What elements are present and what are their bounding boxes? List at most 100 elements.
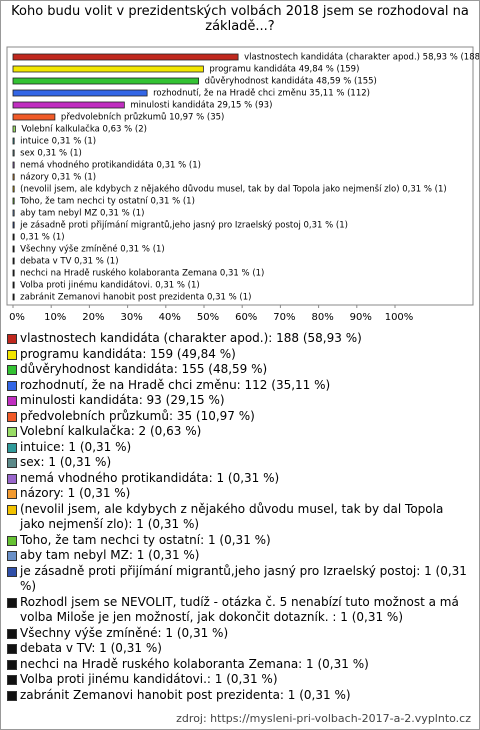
legend-swatch xyxy=(7,504,17,515)
bar xyxy=(12,281,15,289)
legend-label: programu kandidáta: 159 (49,84 %) xyxy=(20,346,236,361)
legend-swatch xyxy=(7,411,17,422)
bar-label: předvolebních průzkumů 10,97 % (35) xyxy=(61,112,224,123)
legend-item: zabránit Zemanovi hanobit post prezident… xyxy=(7,688,469,704)
legend-item: intuice: 1 (0,31 %) xyxy=(7,440,469,456)
legend-label: názory: 1 (0,31 %) xyxy=(20,486,131,500)
bar-label: aby tam nebyl MZ 0,31 % (1) xyxy=(20,209,144,219)
legend-label: předvolebních průzkumů: 35 (10,97 %) xyxy=(20,408,255,423)
legend-label: Volba proti jinému kandidátovi.: 1 (0,31… xyxy=(20,672,278,686)
x-tick-label: 10% xyxy=(44,312,66,323)
bar-label: rozhodnutí, že na Hradě chci změnu 35,11… xyxy=(153,89,370,99)
bar-label: důvěryhodnost kandidáta 48,59 % (155) xyxy=(205,76,377,87)
bar xyxy=(12,53,239,61)
bar xyxy=(12,101,125,109)
bar-label: zabránit Zemanovi hanobit post prezident… xyxy=(20,293,251,303)
legend-item: programu kandidáta: 159 (49,84 %) xyxy=(7,347,469,363)
legend-item: aby tam nebyl MZ: 1 (0,31 %) xyxy=(7,548,469,564)
legend-label: (nevolil jsem, ale kdybych z nějakého dů… xyxy=(20,501,444,532)
legend-swatch xyxy=(7,690,17,701)
legend-item: důvěryhodnost kandidáta: 155 (48,59 %) xyxy=(7,362,469,378)
bar-label: Volební kalkulačka 0,63 % (2) xyxy=(21,124,147,135)
legend-swatch xyxy=(7,489,17,499)
bar-label: vlastnostech kandidáta (charakter apod.)… xyxy=(244,53,479,63)
bar xyxy=(12,65,204,73)
legend-swatch xyxy=(7,644,17,654)
source: zdroj: https://mysleni-pri-volbach-2017-… xyxy=(176,712,471,725)
legend-swatch xyxy=(7,675,17,685)
bar xyxy=(12,113,56,121)
legend-label: intuice: 1 (0,31 %) xyxy=(20,439,132,454)
chart-title: Koho budu volit v prezidentských volbách… xyxy=(11,4,469,34)
legend-swatch xyxy=(7,473,17,484)
bar xyxy=(12,161,15,169)
legend-item: sex: 1 (0,31 %) xyxy=(7,455,469,471)
legend-label: vlastnostech kandidáta (charakter apod.)… xyxy=(20,331,362,345)
legend-swatch xyxy=(7,551,17,561)
legend-label: nechci na Hradě ruského kolaboranta Zema… xyxy=(20,656,369,671)
legend-item: minulosti kandidáta: 93 (29,15 %) xyxy=(7,393,469,409)
legend-swatch xyxy=(7,535,17,546)
chart: 0% 10% 20% 30% 40% 50% 60% 70% 80% 90% 100% vlastno… xyxy=(6,46,479,323)
legend-item: Volební kalkulačka: 2 (0,63 %) xyxy=(7,424,469,440)
bar-label: nemá vhodného protikandidáta 0,31 % (1) xyxy=(20,160,201,171)
bar-label: Všechny výše zmíněné 0,31 % (1) xyxy=(20,244,165,255)
bar xyxy=(12,197,15,205)
bar-label: sex 0,31 % (1) xyxy=(20,149,82,159)
x-tick-label: 0% xyxy=(9,312,25,323)
bar-label: Volba proti jinému kandidátovi. 0,31 % (… xyxy=(20,280,200,291)
bar xyxy=(12,77,200,85)
bar xyxy=(12,125,16,133)
legend-item: Všechny výše zmíněné: 1 (0,31 %) xyxy=(7,626,469,642)
legend-swatch xyxy=(7,566,17,577)
legend-swatch xyxy=(7,349,17,360)
legend-label: Volební kalkulačka: 2 (0,63 %) xyxy=(20,424,202,438)
legend-swatch xyxy=(7,380,17,391)
legend-label: důvěryhodnost kandidáta: 155 (48,59 %) xyxy=(20,362,268,376)
bar-label: debata v TV 0,31 % (1) xyxy=(20,257,118,267)
x-tick-label: 60% xyxy=(235,312,257,323)
x-tick-label: 40% xyxy=(159,312,181,323)
x-tick-label: 90% xyxy=(350,312,372,323)
legend-swatch xyxy=(7,365,17,375)
legend-item: (nevolil jsem, ale kdybych z nějakého dů… xyxy=(7,502,469,533)
bar xyxy=(12,233,15,241)
legend-item: Volba proti jinému kandidátovi.: 1 (0,31… xyxy=(7,672,469,688)
legend-label: rozhodnutí, že na Hradě chci změnu: 112 … xyxy=(20,377,331,392)
bar xyxy=(12,209,15,217)
legend-item: Toho, že tam nechci ty ostatní: 1 (0,31 … xyxy=(7,533,469,549)
bar xyxy=(12,257,15,265)
x-tick-label: 20% xyxy=(82,312,104,323)
bar xyxy=(12,149,15,157)
legend-swatch xyxy=(7,442,17,453)
x-tick-label: 80% xyxy=(311,312,333,323)
x-tick-label: 100% xyxy=(385,312,414,323)
bar-label: nechci na Hradě ruského kolaboranta Zema… xyxy=(20,268,264,279)
legend-label: Rozhodl jsem se NEVOLIT, tudíž - otázka … xyxy=(20,594,459,625)
legend-item: nechci na Hradě ruského kolaboranta Zema… xyxy=(7,657,469,673)
legend-swatch xyxy=(7,659,17,670)
legend-item: předvolebních průzkumů: 35 (10,97 %) xyxy=(7,409,469,425)
bar-label: 0,31 % (1) xyxy=(20,233,64,243)
bar xyxy=(12,173,15,181)
legend-item: Rozhodl jsem se NEVOLIT, tudíž - otázka … xyxy=(7,595,469,626)
legend-item: nemá vhodného protikandidáta: 1 (0,31 %) xyxy=(7,471,469,487)
legend-item: názory: 1 (0,31 %) xyxy=(7,486,469,502)
legend-swatch xyxy=(7,396,17,406)
bar xyxy=(12,269,15,277)
bar-label: minulosti kandidáta 29,15 % (93) xyxy=(130,101,272,111)
bar xyxy=(12,245,15,253)
bar-label: názory 0,31 % (1) xyxy=(20,173,96,183)
bar-label: intuice 0,31 % (1) xyxy=(20,137,96,147)
legend: vlastnostech kandidáta (charakter apod.)… xyxy=(7,331,469,703)
bar xyxy=(12,185,15,193)
legend-label: sex: 1 (0,31 %) xyxy=(20,455,112,469)
legend-label: zabránit Zemanovi hanobit post prezident… xyxy=(20,687,351,702)
legend-swatch xyxy=(7,458,17,468)
legend-label: aby tam nebyl MZ: 1 (0,31 %) xyxy=(20,548,200,562)
bar xyxy=(12,137,15,145)
bar-label: (nevolil jsem, ale kdybych z nějakého dů… xyxy=(20,184,447,195)
bar xyxy=(12,89,148,97)
legend-item: vlastnostech kandidáta (charakter apod.)… xyxy=(7,331,469,347)
